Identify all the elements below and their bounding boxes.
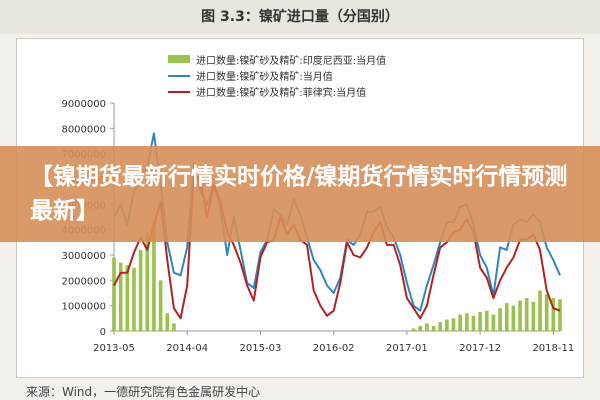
bar-indonesia	[411, 328, 416, 331]
y-tick-label: 2000000	[61, 276, 106, 287]
legend-label: 进口数量:镍矿砂及精矿:印度尼西亚:当月值	[196, 54, 386, 67]
bar-indonesia	[558, 299, 562, 331]
bar-indonesia	[458, 314, 462, 331]
bar-indonesia	[524, 298, 529, 331]
x-tick-label: 2013-05	[93, 343, 135, 354]
bar-indonesia	[425, 323, 429, 331]
y-tick-label: 9000000	[61, 99, 106, 110]
bar-indonesia	[471, 315, 476, 331]
y-tick-label: 1000000	[61, 302, 106, 313]
bar-indonesia	[138, 249, 143, 331]
bar-indonesia	[478, 312, 482, 331]
bar-indonesia	[165, 313, 170, 331]
bar-indonesia	[531, 301, 536, 331]
bar-indonesia	[538, 290, 542, 331]
bar-indonesia	[438, 322, 443, 331]
y-tick-label: 8000000	[61, 124, 106, 135]
overlay-banner-text: 【镍期货最新行情实时价格/镍期货行情实时行情预测最新】	[30, 164, 568, 224]
bar-indonesia	[511, 305, 516, 331]
source-band	[0, 380, 600, 400]
bar-indonesia	[125, 265, 130, 331]
x-tick-label: 2018-11	[532, 343, 574, 354]
bar-indonesia	[491, 314, 496, 331]
bar-indonesia	[484, 310, 489, 331]
legend-label: 进口数量:镍矿砂及精矿:菲律宾:当月值	[196, 86, 366, 99]
x-tick-label: 2017-01	[386, 343, 428, 354]
x-tick-label: 2015-03	[240, 343, 282, 354]
y-tick-label: 3000000	[61, 251, 106, 262]
bar-indonesia	[118, 262, 123, 331]
bar-indonesia	[518, 300, 522, 331]
bar-indonesia	[544, 294, 549, 331]
bar-indonesia	[132, 267, 136, 331]
bar-indonesia	[464, 313, 469, 331]
figure-source: 来源：Wind，一德研究院有色金属研发中心	[26, 385, 261, 399]
x-tick-label: 2017-12	[459, 343, 501, 354]
bar-indonesia	[445, 319, 449, 331]
x-tick-label: 2016-02	[313, 343, 355, 354]
bar-indonesia	[418, 325, 423, 331]
bar-indonesia	[152, 219, 156, 331]
bar-indonesia	[158, 280, 163, 331]
bar-indonesia	[145, 232, 150, 331]
line-philippines	[113, 170, 561, 320]
bar-indonesia	[498, 308, 502, 331]
figure-title: 图 3.3：镍矿进口量（分国别）	[201, 9, 399, 25]
bar-indonesia	[451, 318, 456, 331]
legend-label: 进口数量:镍矿砂及精矿:当月值	[196, 70, 333, 83]
legend-swatch	[168, 55, 190, 63]
x-tick-label: 2014-04	[166, 343, 208, 354]
y-tick-label: 0	[100, 327, 106, 338]
bar-indonesia	[551, 298, 556, 331]
bar-indonesia	[112, 257, 116, 331]
bar-indonesia	[172, 323, 176, 331]
overlay-banner	[0, 146, 600, 242]
bar-indonesia	[431, 325, 436, 331]
bar-indonesia	[504, 303, 509, 331]
title-band	[0, 0, 600, 34]
